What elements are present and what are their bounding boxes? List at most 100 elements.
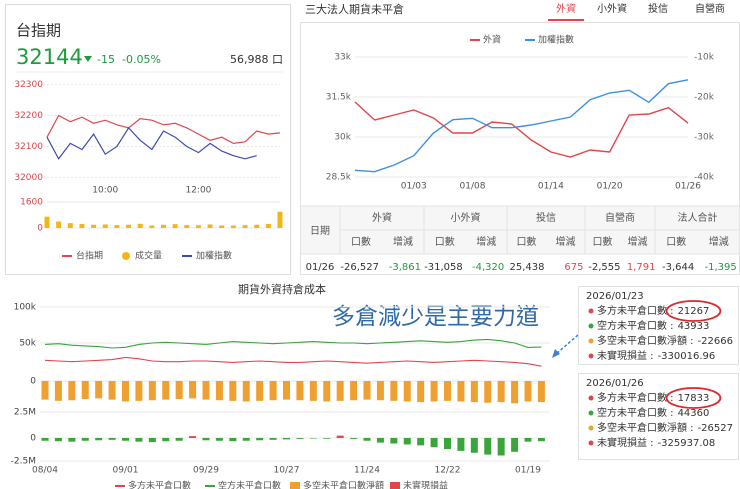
legend-label: 多方未平倉口數 bbox=[128, 480, 191, 489]
bar bbox=[484, 437, 492, 455]
x-tick-label: 10/27 bbox=[274, 466, 300, 476]
tab[interactable]: 小外資 bbox=[597, 2, 627, 15]
bar bbox=[390, 437, 398, 444]
annotation: 多倉減少是主要力道 bbox=[332, 304, 539, 330]
bar bbox=[457, 437, 465, 451]
bar bbox=[219, 225, 225, 228]
bar bbox=[91, 224, 97, 228]
y-tick-label: 30k bbox=[334, 133, 351, 143]
table-header: 自營商 bbox=[605, 211, 635, 224]
table-header: 日期 bbox=[310, 225, 330, 237]
x-tick-label: 08/04 bbox=[32, 466, 58, 476]
tooltip-dot bbox=[588, 338, 594, 344]
x-tick-label: 11/24 bbox=[354, 466, 380, 476]
y-tick-label: 33k bbox=[334, 53, 351, 63]
legend-label: 加權指數 bbox=[196, 250, 232, 262]
bar bbox=[336, 435, 344, 438]
table-cell: 25,438 bbox=[510, 262, 545, 273]
x-tick-label: 10:00 bbox=[92, 186, 118, 196]
tab[interactable]: 投信 bbox=[648, 2, 668, 15]
bar bbox=[229, 381, 237, 401]
y-tick-label: -30k bbox=[694, 133, 715, 143]
bar bbox=[126, 224, 132, 228]
tooltip-dot bbox=[588, 395, 594, 401]
bar bbox=[161, 224, 166, 228]
bar bbox=[444, 437, 451, 450]
table-header: 外資 bbox=[372, 211, 392, 224]
x-tick-label: 09/01 bbox=[113, 466, 139, 476]
bar bbox=[67, 223, 73, 228]
quote-change-percent: -0.05% bbox=[122, 53, 161, 66]
bar bbox=[309, 381, 317, 401]
quote-price: 32144 bbox=[16, 45, 83, 69]
tooltip-dot bbox=[588, 410, 594, 416]
table-cell: -26,527 bbox=[340, 262, 379, 273]
highlight-ring bbox=[665, 387, 722, 409]
bar bbox=[350, 381, 358, 401]
table-cell: -1,395 bbox=[705, 262, 737, 273]
tooltip-dot bbox=[588, 353, 594, 359]
tooltip-label: 多方未平倉口數 : bbox=[597, 304, 674, 317]
annotation-arrowhead bbox=[552, 349, 560, 358]
y-tick-label: -2.5M bbox=[11, 457, 36, 467]
bar bbox=[54, 381, 62, 401]
tab[interactable]: 自營商 bbox=[695, 2, 725, 15]
bar bbox=[269, 381, 277, 401]
tooltip-value: 17833 bbox=[678, 393, 710, 404]
bar bbox=[254, 224, 260, 228]
bar bbox=[229, 437, 237, 442]
bar bbox=[390, 381, 398, 401]
x-tick-label: 01/20 bbox=[597, 182, 623, 192]
bar bbox=[56, 221, 62, 228]
bar bbox=[54, 437, 62, 442]
x-tick-label: 12/22 bbox=[435, 466, 461, 476]
quote-title: 台指期 bbox=[16, 22, 61, 40]
bar bbox=[135, 437, 143, 442]
table-subheader: 口數 bbox=[351, 235, 371, 248]
bar bbox=[189, 381, 197, 399]
bar bbox=[524, 381, 532, 402]
bar bbox=[148, 437, 156, 443]
bar bbox=[403, 437, 411, 445]
tooltip-label: 未實現損益 : bbox=[597, 436, 654, 449]
tooltip-value: -330016.96 bbox=[658, 351, 716, 362]
tooltip-value: 44360 bbox=[678, 408, 710, 419]
table-cell: -31,058 bbox=[424, 262, 463, 273]
table-cell: -2,555 bbox=[588, 262, 620, 273]
tooltip-dot bbox=[588, 425, 594, 431]
bar bbox=[242, 225, 248, 228]
bar bbox=[68, 381, 76, 401]
bar bbox=[148, 381, 156, 401]
bar bbox=[256, 381, 264, 401]
tooltip-label: 空方未平倉口數 : bbox=[597, 406, 674, 419]
y-tick-label: 32000 bbox=[14, 173, 43, 183]
bar bbox=[122, 437, 129, 441]
table-subheader: 增減 bbox=[556, 235, 576, 248]
bar bbox=[162, 381, 170, 400]
bar bbox=[430, 437, 438, 448]
tooltip-item: 空方未平倉口數 : 43933 bbox=[597, 319, 709, 332]
tab[interactable]: 外資 bbox=[556, 2, 576, 15]
table-cell: -3,861 bbox=[389, 262, 421, 273]
bar bbox=[363, 381, 371, 400]
bar bbox=[296, 381, 304, 401]
bar bbox=[309, 437, 317, 439]
bar bbox=[207, 224, 213, 228]
bar bbox=[175, 437, 183, 441]
bar bbox=[189, 436, 197, 438]
bar bbox=[68, 437, 76, 442]
bar bbox=[230, 225, 236, 228]
bar bbox=[79, 223, 85, 228]
bar bbox=[202, 381, 210, 400]
bar bbox=[323, 381, 331, 402]
x-tick-label: 01/08 bbox=[460, 182, 486, 192]
quote-card bbox=[5, 4, 291, 275]
bar bbox=[376, 437, 384, 443]
bar bbox=[95, 437, 103, 441]
bar bbox=[537, 437, 545, 442]
bar bbox=[202, 437, 210, 441]
bar bbox=[457, 381, 465, 402]
bar bbox=[108, 437, 116, 440]
table-subheader: 口數 bbox=[593, 235, 613, 248]
